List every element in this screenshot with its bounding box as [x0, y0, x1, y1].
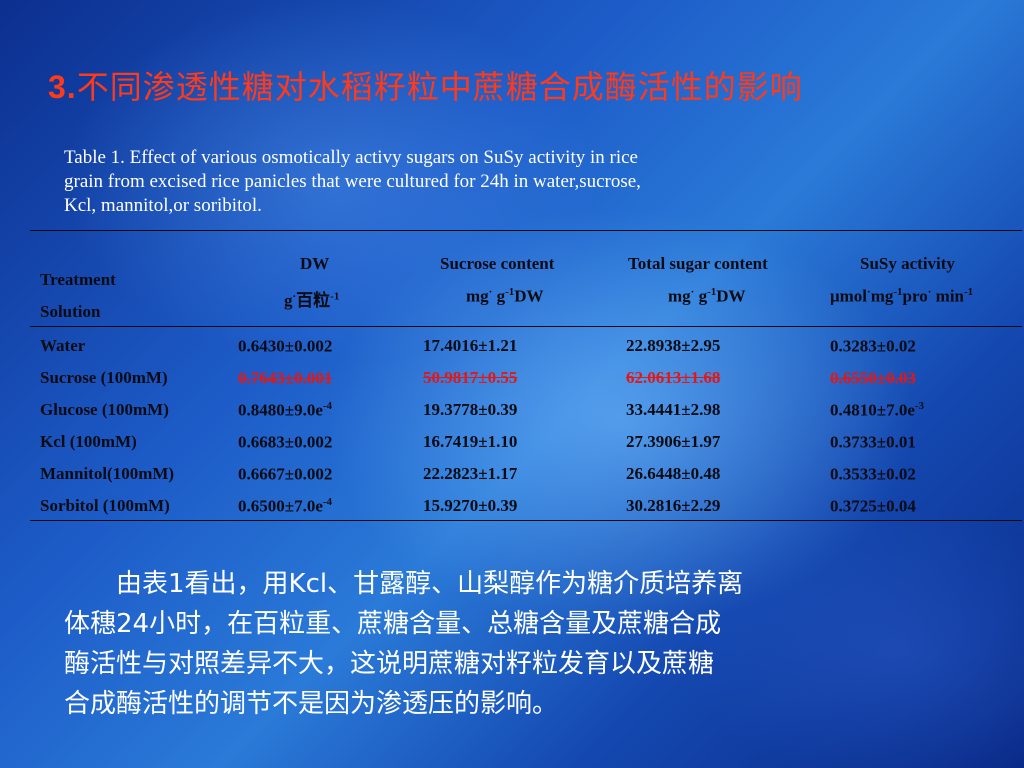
header-susy: SuSy activity: [860, 254, 955, 273]
cell-total-sugar: 22.8938±2.95: [626, 336, 721, 355]
cell-dw-highlighted: 0.7643±0.001: [238, 368, 333, 388]
cell-susy-highlighted: 0.6550±0.03: [830, 368, 916, 388]
paragraph-line: 由表1看出，用Kcl、甘露醇、山梨醇作为糖介质培养离: [64, 569, 744, 599]
cell-susy: 0.3533±0.02: [830, 464, 916, 484]
cell-sucrose: 22.2823±1.17: [423, 464, 518, 483]
caption-line: Table 1. Effect of various osmotically a…: [64, 147, 638, 168]
cell-sucrose: 19.3778±0.39: [423, 400, 518, 419]
cell-sucrose-highlighted: 50.9817±0.55: [423, 368, 518, 387]
cell-total-sugar-highlighted: 62.0613±1.68: [626, 368, 721, 387]
cell-dw: 0.6667±0.002: [238, 464, 333, 484]
table-header-rule: [30, 326, 1022, 327]
cell-treatment: Sorbitol (100mM): [40, 496, 170, 515]
table-bottom-rule: [30, 520, 1022, 521]
table-top-rule: [30, 230, 1022, 231]
cell-dw: 0.6430±0.002: [238, 336, 333, 356]
table-caption: Table 1. Effect of various osmotically a…: [64, 146, 864, 218]
cell-total-sugar: 30.2816±2.29: [626, 496, 721, 515]
paragraph-line: 酶活性与对照差异不大，这说明蔗糖对籽粒发育以及蔗糖: [64, 649, 715, 679]
header-total-sugar: Total sugar content: [628, 254, 768, 273]
cell-susy: 0.4810±7.0e-3: [830, 400, 925, 420]
cell-total-sugar: 26.6448±0.48: [626, 464, 721, 483]
paragraph-line: 体穗24小时，在百粒重、蔗糖含量、总糖含量及蔗糖合成: [64, 609, 722, 639]
paragraph-line: 合成酶活性的调节不是因为渗透压的影响。: [64, 689, 559, 719]
header-treatment: Treatment: [40, 270, 116, 289]
title-text: 不同渗透性糖对水稻籽粒中蔗糖合成酶活性的影响: [76, 68, 803, 106]
header-susy-unit: μmol·mg-1pro· min-1: [830, 286, 974, 306]
slide-title: 3.不同渗透性糖对水稻籽粒中蔗糖合成酶活性的影响: [48, 62, 803, 108]
cell-treatment: Glucose (100mM): [40, 400, 169, 419]
caption-line: Kcl, mannitol,or soribitol.: [64, 195, 262, 216]
header-dw-unit: g·百粒-1: [284, 290, 340, 310]
header-dw: DW: [300, 254, 330, 273]
cell-susy: 0.3725±0.04: [830, 496, 916, 516]
header-sucrose-unit: mg· g-1DW: [466, 286, 544, 306]
cell-dw: 0.8480±9.0e-4: [238, 400, 333, 420]
cell-total-sugar: 27.3906±1.97: [626, 432, 721, 451]
header-solution: Solution: [40, 302, 101, 321]
cell-total-sugar: 33.4441±2.98: [626, 400, 721, 419]
cell-sucrose: 15.9270±0.39: [423, 496, 518, 515]
cell-treatment: Water: [40, 336, 86, 355]
conclusion-paragraph: 由表1看出，用Kcl、甘露醇、山梨醇作为糖介质培养离 体穗24小时，在百粒重、蔗…: [64, 564, 964, 724]
cell-sucrose: 16.7419±1.10: [423, 432, 518, 451]
header-sucrose: Sucrose content: [440, 254, 555, 273]
cell-treatment: Kcl (100mM): [40, 432, 137, 451]
cell-susy: 0.3733±0.01: [830, 432, 916, 452]
cell-susy: 0.3283±0.02: [830, 336, 916, 356]
caption-line: grain from excised rice panicles that we…: [64, 171, 641, 192]
header-total-sugar-unit: mg· g-1DW: [668, 286, 746, 306]
title-number: 3.: [48, 69, 77, 105]
cell-treatment: Sucrose (100mM): [40, 368, 168, 387]
cell-dw: 0.6500±7.0e-4: [238, 496, 333, 516]
cell-treatment: Mannitol(100mM): [40, 464, 175, 483]
cell-sucrose: 17.4016±1.21: [423, 336, 518, 355]
cell-dw: 0.6683±0.002: [238, 432, 333, 452]
